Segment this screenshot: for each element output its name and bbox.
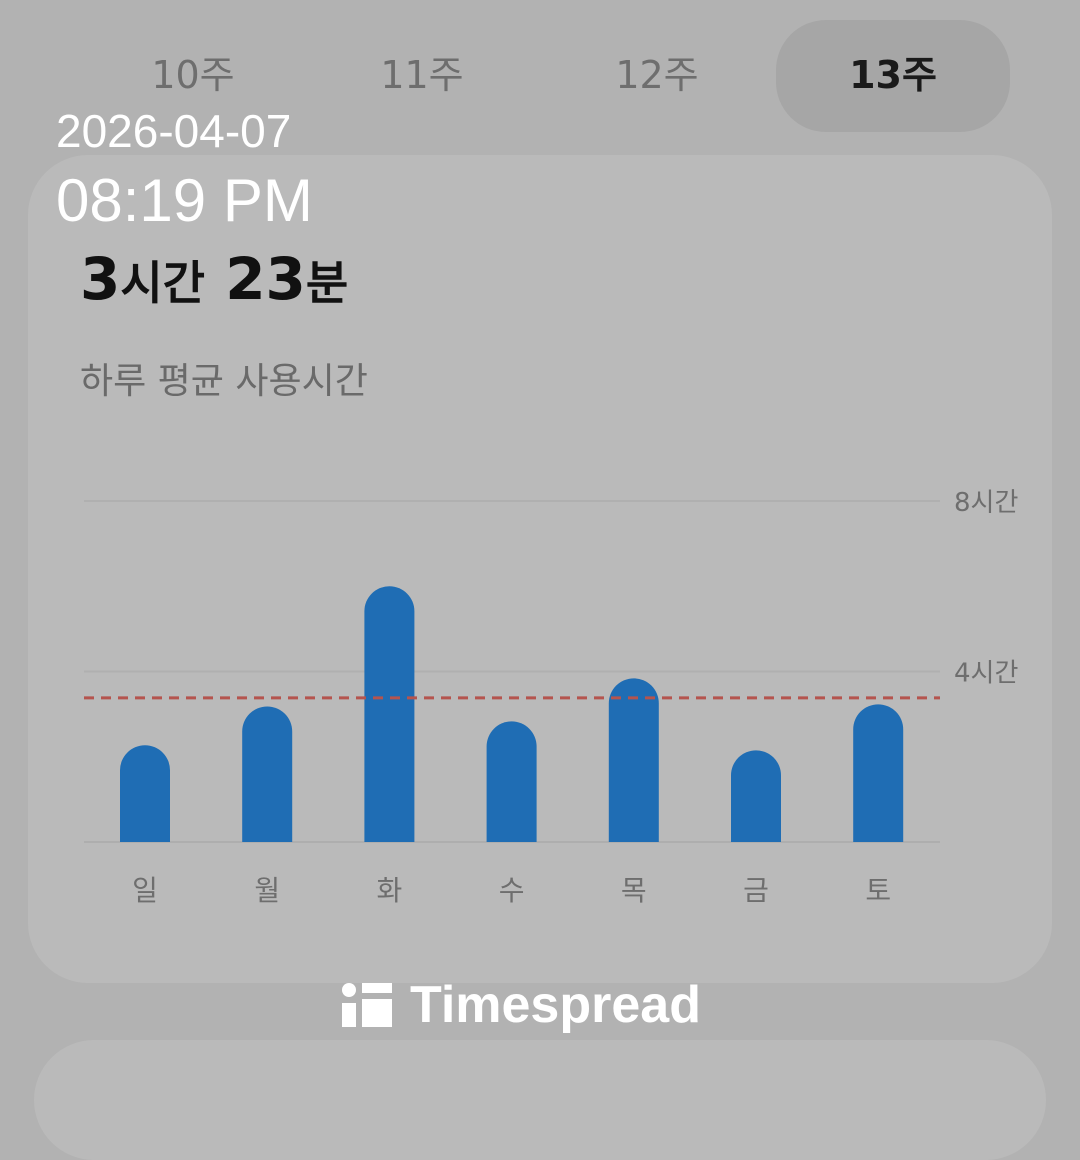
bar-화 [364,586,415,842]
tab-week-10[interactable]: 10주 [151,53,235,98]
y-tick-label: 8시간 [954,488,1018,518]
logo-icon [342,983,392,1027]
bar-일 [120,745,170,842]
tab-week-13[interactable]: 13주 [776,20,1010,132]
usage-card [28,155,1052,983]
daily-average-label: 하루 평균 사용시간 [80,361,368,402]
bar-토 [853,704,904,842]
x-tick-label: 금 [743,874,769,907]
bar-목 [608,678,659,842]
daily-average-value: 3시간 23분 [80,245,349,313]
timestamp-date: 2026-04-07 [56,105,292,157]
x-tick-label: 일 [132,874,158,907]
y-tick-label: 4시간 [954,659,1018,689]
x-tick-label: 토 [865,874,891,907]
watermark-logo: Timespread [342,975,701,1035]
bar-월 [242,706,293,842]
bar-수 [486,721,537,842]
x-tick-label: 수 [499,874,525,907]
tab-week-12[interactable]: 12주 [615,53,699,98]
x-tick-label: 월 [254,874,280,907]
x-tick-label: 화 [377,874,403,907]
timestamp-time: 08:19 PM [56,167,313,234]
tab-week-11[interactable]: 11주 [380,53,464,98]
bar-금 [731,750,781,842]
watermark-text: Timespread [410,976,701,1034]
x-tick-label: 목 [621,874,647,907]
